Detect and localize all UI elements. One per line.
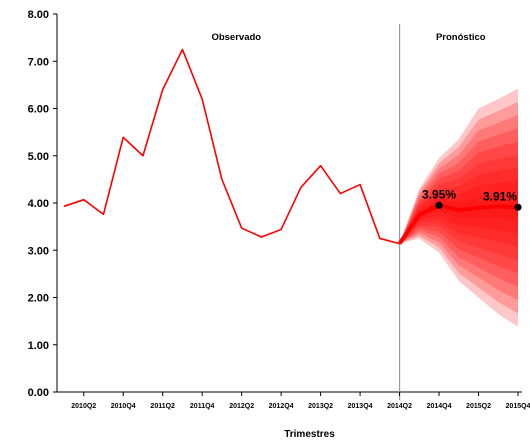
- x-tick-label: 2010Q2: [71, 403, 96, 410]
- x-tick-label: 2011Q2: [150, 403, 175, 410]
- y-tick-label: 5.00: [28, 151, 49, 163]
- region-label-observed: Observado: [211, 32, 261, 43]
- y-tick-label: 3.00: [28, 245, 49, 257]
- series-lines: [63, 48, 519, 245]
- data-markers: 3.95% 3.91%: [422, 187, 522, 211]
- fan-band: [399, 88, 518, 327]
- fan-band: [399, 167, 518, 248]
- x-tick-label: 2013Q2: [308, 403, 333, 410]
- x-tick-label: 2015Q4: [506, 403, 530, 410]
- y-tick-label: 4.00: [28, 198, 49, 210]
- x-tick-label: 2014Q4: [427, 403, 452, 410]
- x-tick-label: 2011Q4: [190, 403, 215, 410]
- fan-band: [399, 101, 518, 314]
- x-tick-label: 2015Q2: [466, 403, 491, 410]
- y-tick-label: 1.00: [28, 340, 49, 352]
- fan-band: [399, 115, 518, 301]
- y-tick-label: 2.00: [28, 293, 49, 305]
- forecast-point-marker: [514, 203, 522, 211]
- y-tick-label: 8.00: [28, 9, 49, 21]
- forecast-central-line: [397, 203, 519, 245]
- observed-series-line: [63, 48, 400, 245]
- x-tick-label: 2013Q4: [348, 403, 373, 410]
- forecast-data-label: 3.91%: [483, 189, 517, 203]
- y-tick-label: 7.00: [28, 56, 49, 68]
- fan-band: [399, 128, 518, 287]
- x-axis-title: Trimestres: [284, 429, 335, 440]
- x-tick-label: 2012Q2: [229, 403, 254, 410]
- x-axis-ticks: 2010Q2 2010Q4 2011Q2 2011Q4 2012Q2 2012Q4 2013…: [71, 392, 530, 410]
- forecast-data-label: 3.95%: [422, 187, 456, 201]
- forecast-point-marker: [435, 201, 443, 209]
- x-tick-label: 2012Q4: [269, 403, 294, 410]
- region-label-forecast: Pronóstico: [436, 32, 486, 43]
- fan-band: [399, 154, 518, 261]
- fan-chart-bands: [399, 88, 518, 327]
- fan-band: [399, 141, 518, 274]
- x-tick-label: 2014Q2: [387, 403, 412, 410]
- x-tick-label: 2010Q4: [111, 403, 136, 410]
- fan-band: [399, 180, 518, 244]
- y-tick-label: 0.00: [28, 387, 49, 399]
- y-tick-label: 6.00: [28, 104, 49, 116]
- y-axis-ticks: 0.00 1.00 2.00 3.00 4.00 5.00 6.00 7.00 8.00: [28, 9, 57, 399]
